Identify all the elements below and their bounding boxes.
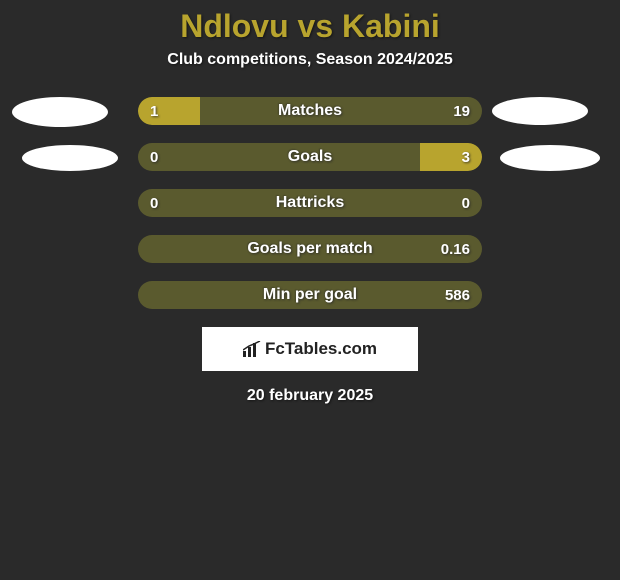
decorative-ellipse — [22, 145, 118, 171]
stat-label: Hattricks — [138, 189, 482, 217]
stat-label: Goals — [138, 143, 482, 171]
date-text: 20 february 2025 — [0, 387, 620, 405]
logo-box: FcTables.com — [202, 327, 418, 371]
stat-label: Matches — [138, 97, 482, 125]
logo-label: FcTables.com — [265, 339, 377, 359]
bars-icon — [243, 341, 263, 357]
stats-area: 119Matches 03Goals 00Hattricks 0.16Goals pe… — [0, 97, 620, 309]
stat-label: Min per goal — [138, 281, 482, 309]
decorative-ellipse — [500, 145, 600, 171]
page-title: Ndlovu vs Kabini — [0, 0, 620, 45]
subtitle: Club competitions, Season 2024/2025 — [0, 51, 620, 69]
stat-label: Goals per match — [138, 235, 482, 263]
stat-row: 586Min per goal — [138, 281, 482, 309]
stat-row: 0.16Goals per match — [138, 235, 482, 263]
stat-row: 03Goals — [138, 143, 482, 171]
decorative-ellipse — [12, 97, 108, 127]
stat-row: 00Hattricks — [138, 189, 482, 217]
decorative-ellipse — [492, 97, 588, 125]
stat-row: 119Matches — [138, 97, 482, 125]
logo-text: FcTables.com — [243, 339, 377, 359]
